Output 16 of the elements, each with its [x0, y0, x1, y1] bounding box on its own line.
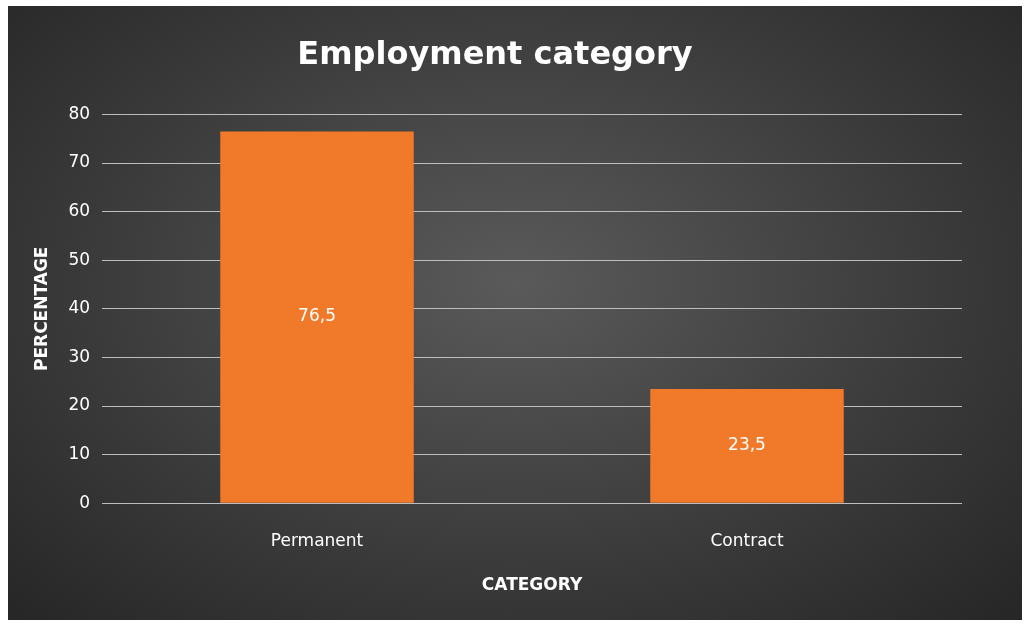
y-tick-label: 50 [68, 248, 91, 269]
x-tick-label: Permanent [270, 529, 364, 550]
y-tick-label: 30 [68, 345, 91, 366]
x-tick-label: Contract [710, 529, 784, 550]
y-tick-label: 70 [68, 151, 91, 172]
y-tick-label: 60 [68, 200, 91, 221]
data-label: 23,5 [728, 434, 766, 455]
y-tick-label: 80 [68, 102, 91, 123]
chart-title: Employment category [297, 33, 693, 72]
x-axis-title: CATEGORY [481, 574, 583, 595]
y-tick-label: 0 [79, 491, 91, 512]
y-tick-label: 40 [68, 297, 91, 318]
y-axis-title: PERCENTAGE [30, 246, 51, 372]
data-label: 76,5 [298, 305, 336, 326]
y-tick-label: 10 [68, 443, 91, 464]
y-tick-label: 20 [68, 394, 91, 415]
